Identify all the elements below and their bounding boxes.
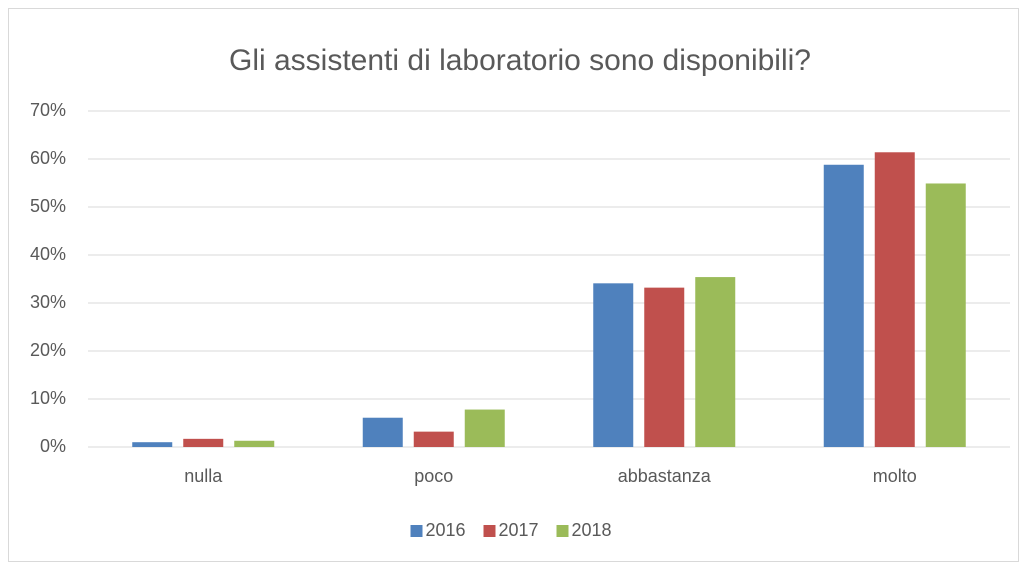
bar	[593, 283, 634, 447]
legend-label: 2018	[572, 520, 612, 540]
bar	[234, 440, 275, 447]
y-tick-label: 60%	[30, 148, 66, 168]
y-tick-label: 20%	[30, 340, 66, 360]
y-tick-label: 50%	[30, 196, 66, 216]
bar	[644, 287, 685, 447]
legend-label: 2016	[426, 520, 466, 540]
bar	[362, 417, 403, 447]
y-tick-label: 40%	[30, 244, 66, 264]
x-tick-label: nulla	[184, 466, 223, 486]
y-tick-label: 30%	[30, 292, 66, 312]
y-tick-label: 10%	[30, 388, 66, 408]
x-tick-label: molto	[873, 466, 917, 486]
bar	[874, 152, 915, 447]
bar	[413, 431, 454, 447]
legend-swatch	[556, 525, 569, 537]
y-tick-label: 0%	[40, 436, 66, 456]
bar	[183, 438, 224, 447]
legend-label: 2017	[499, 520, 539, 540]
x-tick-label: poco	[414, 466, 453, 486]
x-tick-label: abbastanza	[618, 466, 712, 486]
bar	[464, 409, 505, 447]
bar	[823, 164, 864, 447]
legend-swatch	[483, 525, 496, 537]
legend-swatch	[410, 525, 423, 537]
bar	[695, 277, 736, 447]
bar	[925, 183, 966, 448]
chart-border	[8, 8, 1019, 562]
chart-title: Gli assistenti di laboratorio sono dispo…	[229, 44, 811, 77]
bar	[132, 442, 173, 447]
y-tick-label: 70%	[30, 100, 66, 120]
